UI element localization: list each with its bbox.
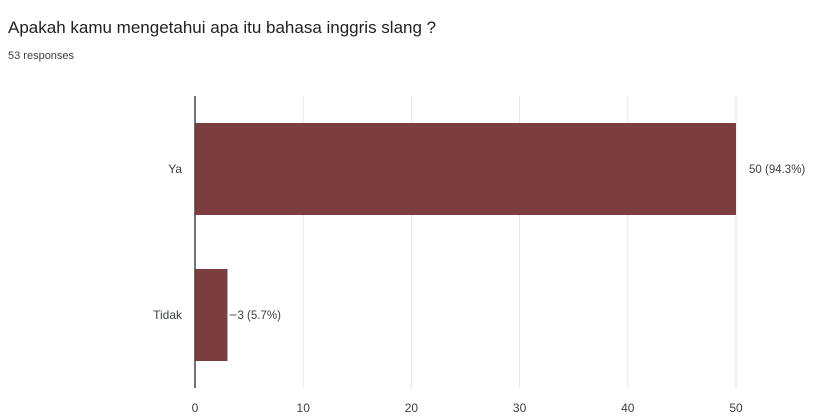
data-label: 3 (5.7%): [237, 310, 281, 322]
response-count: 53 responses: [8, 50, 75, 62]
category-label: Tidak: [153, 308, 183, 322]
x-tick-label: 40: [621, 401, 635, 415]
x-tick-label: 30: [513, 401, 527, 415]
x-tick-label: 0: [192, 401, 199, 415]
bar: [195, 123, 736, 215]
x-tick-label: 10: [297, 401, 311, 415]
question-title: Apakah kamu mengetahui apa itu bahasa in…: [8, 18, 437, 37]
data-label: 50 (94.3%): [749, 164, 805, 176]
category-label: Ya: [168, 162, 182, 176]
x-tick-label: 20: [405, 401, 419, 415]
bar: [195, 269, 228, 361]
x-tick-label: 50: [729, 401, 743, 415]
